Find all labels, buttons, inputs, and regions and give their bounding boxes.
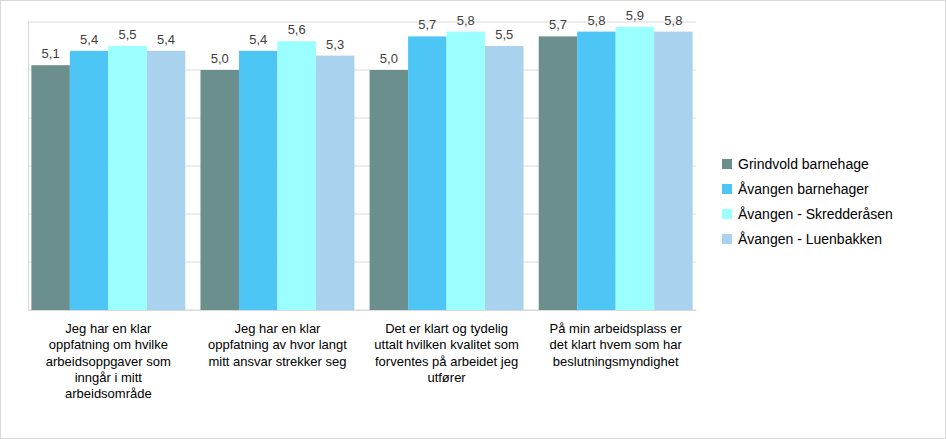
frame <box>1 1 946 439</box>
chart: 5,1 5,0 5,0 5,7 5,4 5,4 5,7 5,8 5,5 5,6 5,8 5,9 5,4 5… <box>0 0 946 439</box>
data-label: 5,1 <box>42 46 60 61</box>
legend-swatch <box>722 209 732 219</box>
bar <box>447 32 485 310</box>
x-tick-label: Jeg har en klaroppfatning av hvor langtm… <box>208 321 347 369</box>
bar <box>147 51 185 310</box>
grid <box>28 22 696 310</box>
x-tick: Det er klart og tydeliguttalt hvilken kv… <box>374 310 519 385</box>
x-tick-label: På min arbeidsplass erdet klart hvem som… <box>550 321 683 369</box>
bar <box>654 32 692 310</box>
bar <box>539 36 577 310</box>
data-label: 5,0 <box>380 51 398 66</box>
bar <box>370 70 408 310</box>
legend-swatch <box>722 184 732 194</box>
bar <box>577 32 615 310</box>
data-label: 5,4 <box>80 32 98 47</box>
x-tick-label: Jeg har en klaroppfatning om hvilkearbei… <box>46 321 171 401</box>
x-tick: Jeg har en klaroppfatning om hvilkearbei… <box>46 310 171 401</box>
data-label: 5,4 <box>249 32 267 47</box>
legend-label: Åvangen - Skredderåsen <box>738 206 893 222</box>
bar <box>316 56 354 310</box>
bar <box>31 65 69 310</box>
data-label: 5,3 <box>326 37 344 52</box>
legend-swatch <box>722 159 732 169</box>
legend-label: Åvangen barnehager <box>738 181 869 197</box>
x-tick-label: Det er klart og tydeliguttalt hvilken kv… <box>374 321 519 385</box>
data-label: 5,6 <box>288 22 306 37</box>
data-label: 5,8 <box>457 13 475 28</box>
x-tick: På min arbeidsplass erdet klart hvem som… <box>550 310 683 369</box>
legend-item: Grindvold barnehage <box>722 156 869 172</box>
y-axis <box>28 23 30 311</box>
legend-swatch <box>722 234 732 244</box>
legend-label: Grindvold barnehage <box>738 156 869 172</box>
bar <box>277 41 315 310</box>
legend-item: Åvangen - Skredderåsen <box>722 206 893 222</box>
bar <box>239 51 277 310</box>
data-label: 5,4 <box>157 32 175 47</box>
x-axis-line <box>29 310 697 311</box>
bar <box>200 70 238 310</box>
data-label: 5,9 <box>626 8 644 23</box>
x-axis: Jeg har en klaroppfatning om hvilkearbei… <box>29 310 697 401</box>
data-label: 5,8 <box>587 13 605 28</box>
data-label: 5,8 <box>664 13 682 28</box>
data-labels: 5,1 5,0 5,0 5,7 5,4 5,4 5,7 5,8 5,5 5,6 5,8 5,9 5,4 5… <box>42 8 683 66</box>
legend-item: Åvangen barnehager <box>722 181 869 197</box>
data-label: 5,5 <box>495 27 513 42</box>
plot: 5,1 5,0 5,0 5,7 5,4 5,4 5,7 5,8 5,5 5,6 5,8 5,9 5,4 5… <box>28 8 697 401</box>
bar <box>485 46 523 310</box>
bar <box>70 51 108 310</box>
bars <box>31 27 692 310</box>
x-tick: Jeg har en klaroppfatning av hvor langtm… <box>208 310 347 369</box>
legend-label: Åvangen - Luenbakken <box>738 231 882 247</box>
data-label: 5,5 <box>119 27 137 42</box>
bar <box>408 36 446 310</box>
bar <box>108 46 146 310</box>
legend-item: Åvangen - Luenbakken <box>722 231 882 247</box>
bar <box>616 27 654 310</box>
data-label: 5,7 <box>549 17 567 32</box>
data-label: 5,7 <box>418 17 436 32</box>
y-axis-line <box>28 23 29 311</box>
legend: Grindvold barnehage Åvangen barnehager Åva… <box>722 156 893 247</box>
data-label: 5,0 <box>211 51 229 66</box>
